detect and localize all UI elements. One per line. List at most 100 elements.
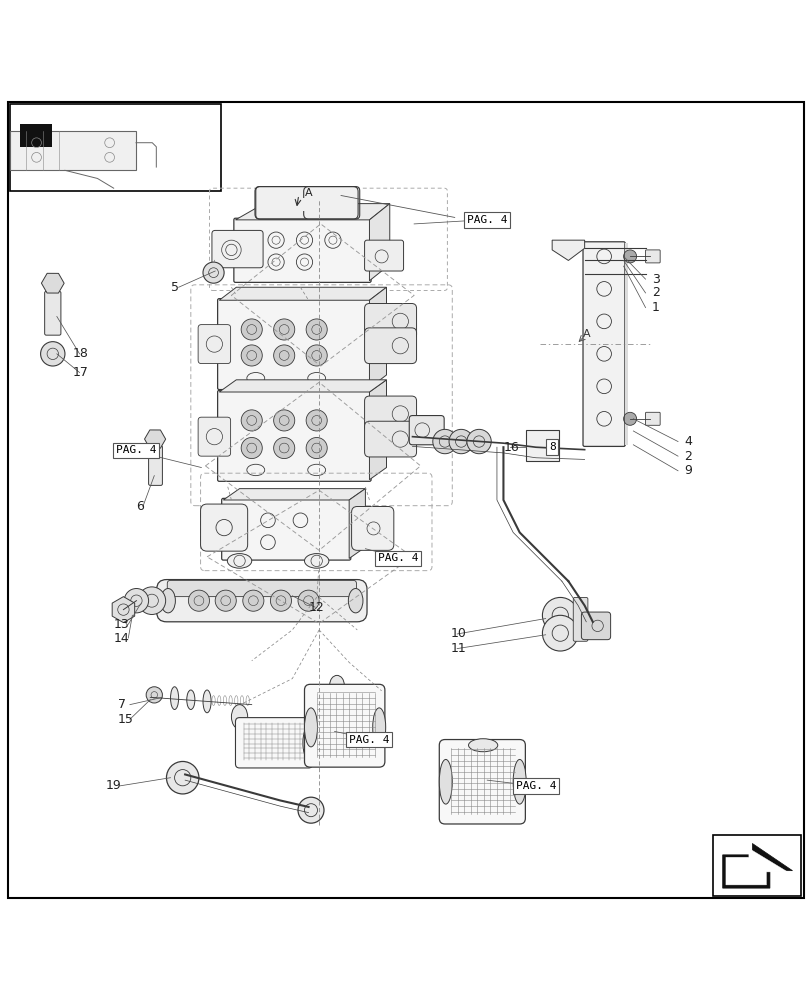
Circle shape bbox=[270, 590, 291, 611]
FancyBboxPatch shape bbox=[364, 303, 416, 339]
FancyBboxPatch shape bbox=[198, 417, 230, 456]
Ellipse shape bbox=[304, 708, 317, 747]
Circle shape bbox=[466, 429, 491, 454]
Circle shape bbox=[41, 342, 65, 366]
Circle shape bbox=[432, 429, 457, 454]
Bar bbox=[526, 430, 558, 461]
Ellipse shape bbox=[170, 687, 178, 709]
Ellipse shape bbox=[329, 675, 344, 695]
Text: 17: 17 bbox=[73, 366, 89, 379]
FancyBboxPatch shape bbox=[198, 325, 230, 364]
Circle shape bbox=[306, 345, 327, 366]
Polygon shape bbox=[551, 240, 584, 260]
Circle shape bbox=[188, 590, 209, 611]
Circle shape bbox=[241, 319, 262, 340]
Text: 15: 15 bbox=[118, 713, 134, 726]
Text: 5: 5 bbox=[170, 281, 178, 294]
Text: 16: 16 bbox=[503, 441, 518, 454]
Ellipse shape bbox=[372, 708, 385, 747]
Circle shape bbox=[124, 589, 148, 613]
Polygon shape bbox=[369, 204, 389, 281]
FancyBboxPatch shape bbox=[255, 187, 309, 219]
Text: PAG. 4: PAG. 4 bbox=[349, 735, 389, 745]
Circle shape bbox=[306, 410, 327, 431]
Circle shape bbox=[542, 597, 577, 633]
Text: 9: 9 bbox=[684, 464, 692, 477]
Text: 6: 6 bbox=[136, 500, 144, 513]
FancyBboxPatch shape bbox=[409, 416, 444, 445]
Polygon shape bbox=[235, 204, 389, 220]
Circle shape bbox=[298, 797, 324, 823]
FancyBboxPatch shape bbox=[582, 242, 624, 446]
Text: 11: 11 bbox=[450, 642, 466, 655]
Text: 12: 12 bbox=[308, 601, 324, 614]
Polygon shape bbox=[369, 380, 386, 480]
Text: A: A bbox=[582, 329, 590, 339]
Circle shape bbox=[146, 687, 162, 703]
Text: 2: 2 bbox=[684, 450, 692, 463]
Ellipse shape bbox=[161, 589, 175, 613]
Circle shape bbox=[298, 590, 319, 611]
FancyBboxPatch shape bbox=[439, 740, 525, 824]
Text: 19: 19 bbox=[105, 779, 121, 792]
Circle shape bbox=[166, 761, 199, 794]
FancyBboxPatch shape bbox=[303, 187, 358, 219]
Text: 13: 13 bbox=[114, 618, 129, 631]
Ellipse shape bbox=[203, 690, 211, 713]
Circle shape bbox=[241, 437, 262, 459]
Bar bbox=[10, 131, 135, 170]
Circle shape bbox=[241, 410, 262, 431]
FancyBboxPatch shape bbox=[167, 580, 356, 597]
Circle shape bbox=[242, 590, 264, 611]
Circle shape bbox=[138, 587, 165, 614]
Circle shape bbox=[273, 345, 294, 366]
Polygon shape bbox=[369, 287, 386, 388]
Text: 8: 8 bbox=[548, 442, 555, 452]
Circle shape bbox=[623, 250, 636, 263]
FancyBboxPatch shape bbox=[351, 506, 393, 550]
Circle shape bbox=[623, 412, 636, 425]
Ellipse shape bbox=[304, 554, 328, 568]
Ellipse shape bbox=[348, 589, 363, 613]
Text: PAG. 4: PAG. 4 bbox=[377, 553, 418, 563]
FancyBboxPatch shape bbox=[304, 684, 384, 767]
FancyBboxPatch shape bbox=[364, 421, 416, 457]
FancyBboxPatch shape bbox=[45, 291, 61, 335]
Bar bbox=[10, 104, 221, 191]
Polygon shape bbox=[722, 843, 792, 888]
FancyBboxPatch shape bbox=[221, 498, 350, 560]
Ellipse shape bbox=[187, 690, 195, 709]
Text: PAG. 4: PAG. 4 bbox=[515, 781, 556, 791]
Ellipse shape bbox=[439, 759, 452, 804]
Text: 10: 10 bbox=[450, 627, 466, 640]
FancyBboxPatch shape bbox=[157, 580, 367, 622]
FancyBboxPatch shape bbox=[573, 597, 587, 641]
Text: PAG. 4: PAG. 4 bbox=[116, 445, 157, 455]
Bar bbox=[712, 835, 800, 896]
FancyBboxPatch shape bbox=[364, 328, 416, 364]
Ellipse shape bbox=[227, 554, 251, 568]
FancyBboxPatch shape bbox=[234, 218, 371, 282]
Circle shape bbox=[273, 410, 294, 431]
FancyBboxPatch shape bbox=[217, 299, 371, 390]
Text: 1: 1 bbox=[651, 301, 659, 314]
Ellipse shape bbox=[513, 759, 526, 804]
Polygon shape bbox=[349, 489, 365, 558]
Text: 14: 14 bbox=[114, 632, 129, 645]
Circle shape bbox=[306, 437, 327, 459]
Circle shape bbox=[273, 437, 294, 459]
Circle shape bbox=[215, 590, 236, 611]
Text: 2: 2 bbox=[651, 286, 659, 299]
Polygon shape bbox=[223, 489, 365, 500]
FancyBboxPatch shape bbox=[645, 250, 659, 263]
FancyBboxPatch shape bbox=[364, 396, 416, 432]
Circle shape bbox=[448, 429, 473, 454]
Bar bbox=[272, 198, 324, 211]
FancyBboxPatch shape bbox=[148, 446, 162, 485]
Bar bbox=[714, 838, 797, 894]
Ellipse shape bbox=[231, 705, 247, 729]
Circle shape bbox=[241, 345, 262, 366]
Bar bbox=[19, 124, 52, 147]
Ellipse shape bbox=[303, 727, 314, 759]
Polygon shape bbox=[219, 287, 386, 300]
